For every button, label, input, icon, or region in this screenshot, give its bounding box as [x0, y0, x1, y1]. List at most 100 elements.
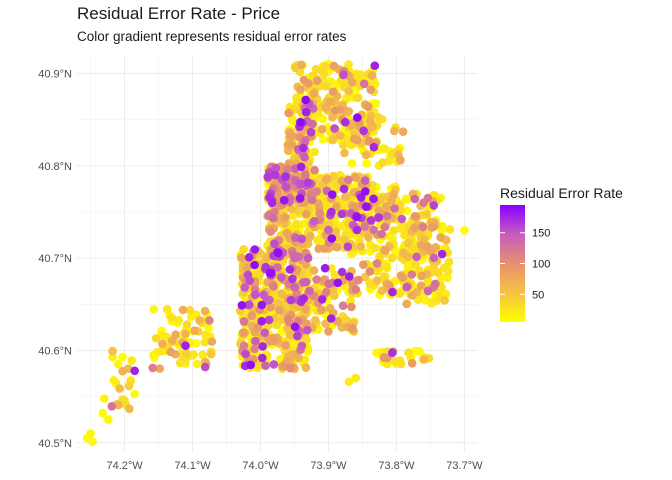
- data-point: [181, 341, 190, 351]
- data-point: [366, 85, 376, 94]
- data-point: [359, 260, 368, 270]
- data-point: [151, 334, 161, 343]
- data-point: [321, 81, 330, 91]
- data-point: [269, 282, 278, 291]
- data-point: [301, 170, 310, 179]
- data-point: [239, 245, 248, 254]
- data-point: [347, 302, 356, 312]
- legend-tick-label: 50: [532, 289, 544, 301]
- data-point: [408, 291, 417, 300]
- data-point: [238, 328, 248, 337]
- data-point: [299, 219, 308, 229]
- data-point: [365, 267, 375, 276]
- data-point: [388, 348, 397, 358]
- data-point: [284, 108, 293, 118]
- data-point: [192, 338, 201, 348]
- data-point: [195, 316, 204, 325]
- data-point: [370, 243, 380, 253]
- data-point: [397, 214, 407, 224]
- data-point: [365, 116, 375, 126]
- legend-tick-label: 100: [532, 259, 550, 271]
- y-tick-label: 40.7°N: [38, 253, 72, 265]
- data-point: [301, 363, 311, 373]
- data-point: [333, 242, 342, 252]
- data-point: [361, 202, 371, 211]
- data-point: [292, 219, 301, 229]
- data-point: [412, 252, 421, 262]
- data-point: [277, 289, 287, 299]
- data-point: [266, 303, 276, 312]
- data-point: [402, 282, 412, 292]
- data-point: [303, 325, 312, 335]
- data-point: [388, 253, 397, 263]
- x-axis-ticks: 74.2°W 74.1°W 74.0°W 73.9°W 73.8°W 73.7°W: [106, 460, 483, 472]
- data-point: [352, 225, 362, 235]
- data-point: [418, 222, 428, 232]
- data-point: [327, 207, 336, 217]
- data-point: [370, 61, 380, 70]
- data-point: [299, 143, 308, 153]
- data-point: [374, 206, 384, 215]
- data-point: [205, 316, 214, 325]
- data-point: [257, 300, 267, 310]
- data-point: [353, 93, 362, 103]
- data-point: [250, 344, 259, 354]
- data-point: [127, 356, 136, 365]
- data-point: [422, 209, 431, 219]
- data-point: [244, 252, 254, 262]
- data-point: [283, 315, 293, 324]
- data-point: [237, 301, 247, 310]
- data-point: [364, 232, 373, 242]
- data-point: [407, 359, 417, 368]
- data-point: [317, 295, 327, 304]
- data-point: [377, 229, 386, 239]
- data-point: [347, 159, 357, 168]
- data-point: [285, 330, 295, 340]
- y-tick-label: 40.5°N: [38, 438, 72, 450]
- data-point: [269, 360, 279, 369]
- data-point: [200, 362, 210, 372]
- data-point: [313, 76, 322, 85]
- data-point: [287, 204, 297, 214]
- data-point: [293, 331, 302, 341]
- data-point: [429, 201, 439, 210]
- data-point: [268, 334, 278, 343]
- data-point: [251, 336, 260, 346]
- data-point: [369, 142, 379, 152]
- data-point: [88, 437, 97, 447]
- data-point: [258, 353, 267, 363]
- data-point: [310, 216, 319, 226]
- data-point: [99, 394, 109, 403]
- data-point: [296, 85, 305, 94]
- y-axis-ticks: 40.5°N 40.6°N 40.7°N 40.8°N 40.9°N: [38, 68, 72, 449]
- legend-tick-label: 150: [532, 228, 550, 240]
- data-point: [306, 127, 316, 137]
- data-point: [157, 346, 166, 356]
- data-point: [296, 179, 305, 189]
- data-point: [239, 341, 249, 351]
- data-point: [440, 296, 450, 305]
- data-point: [460, 226, 469, 235]
- data-point: [275, 305, 284, 315]
- data-point: [206, 349, 216, 359]
- data-point: [427, 223, 437, 232]
- data-point: [244, 300, 254, 309]
- data-point: [267, 198, 277, 208]
- data-point: [181, 329, 190, 339]
- data-point: [200, 306, 210, 316]
- data-point: [296, 117, 305, 127]
- data-point: [402, 299, 412, 309]
- data-point: [310, 147, 319, 157]
- data-point: [108, 346, 117, 356]
- data-point: [281, 182, 291, 191]
- data-point: [300, 153, 309, 162]
- data-point: [271, 163, 281, 173]
- data-point: [360, 222, 370, 231]
- data-point: [266, 268, 276, 278]
- data-point: [312, 275, 321, 284]
- data-point: [331, 202, 341, 211]
- data-point: [407, 270, 417, 279]
- data-point: [423, 193, 433, 203]
- data-point: [383, 359, 392, 369]
- data-point: [287, 140, 297, 149]
